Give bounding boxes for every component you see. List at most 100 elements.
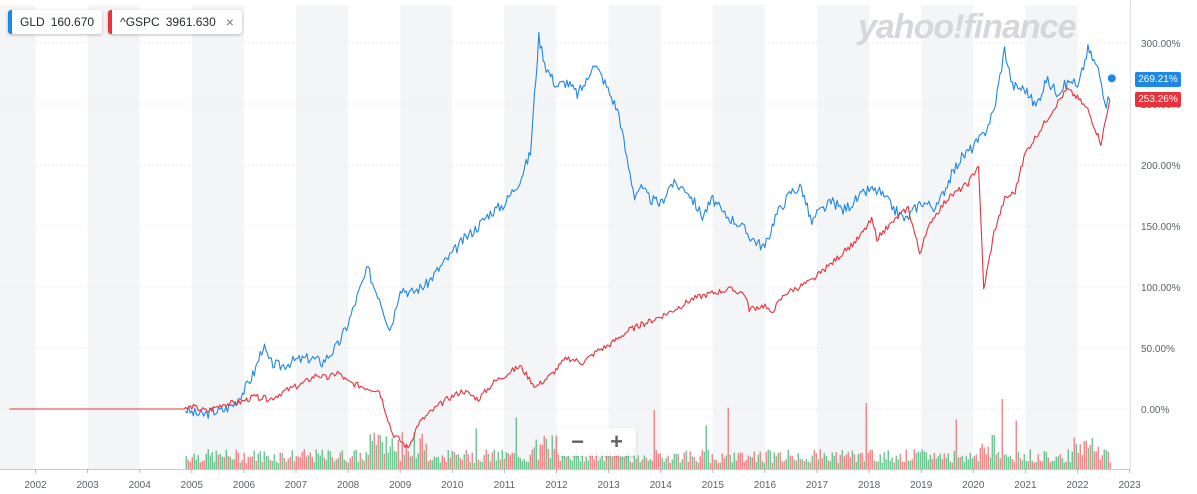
volume-bar [523, 459, 525, 469]
legend-gspc[interactable]: ^GSPC 3961.630 × [108, 10, 242, 34]
volume-bar [479, 461, 481, 469]
volume-bar [803, 460, 805, 469]
volume-bar [1091, 437, 1093, 469]
volume-bar [1023, 453, 1025, 469]
volume-bar [553, 449, 555, 469]
volume-bar [691, 456, 693, 469]
volume-bar [939, 453, 941, 469]
volume-bar [1099, 459, 1101, 469]
volume-bar [805, 459, 807, 469]
y-tick-label: 300.00% [1141, 39, 1181, 50]
volume-bar [1101, 455, 1103, 469]
volume-bar [821, 458, 823, 469]
y-tick-label: 0.00% [1141, 405, 1169, 416]
volume-bar [297, 456, 299, 469]
year-bands [0, 5, 1130, 469]
volume-bar [349, 458, 351, 469]
volume-bar [427, 461, 429, 469]
volume-bar [621, 456, 623, 469]
volume-bar [193, 453, 195, 469]
volume-bar [749, 456, 751, 469]
volume-bar [533, 447, 535, 469]
volume-bar [235, 449, 237, 469]
volume-bar [317, 453, 319, 469]
volume-bar [1051, 460, 1053, 469]
remove-comparison-close-icon[interactable]: × [225, 14, 234, 30]
volume-bar [969, 452, 971, 469]
volume-bar [337, 458, 339, 469]
volume-bar [655, 450, 657, 469]
volume-bar [981, 443, 983, 469]
volume-bar [1089, 444, 1091, 469]
volume-bar [929, 454, 931, 469]
volume-bar [989, 457, 991, 469]
volume-bar [415, 458, 417, 469]
volume-bar [719, 462, 721, 469]
volume-bar [545, 438, 547, 469]
gspc-color-swatch [108, 10, 113, 34]
volume-bar [669, 462, 671, 469]
volume-bar [503, 458, 505, 469]
volume-bar [913, 449, 915, 469]
volume-bar [707, 450, 709, 469]
volume-bar [685, 450, 687, 469]
volume-bar [907, 460, 909, 469]
volume-bar [343, 459, 345, 469]
volume-bar [227, 456, 229, 469]
zoom-out-button[interactable]: − [571, 429, 584, 454]
volume-bar [935, 458, 937, 469]
volume-bar [835, 451, 837, 469]
volume-bar [381, 441, 383, 469]
volume-bar [741, 452, 743, 469]
volume-bar [1015, 420, 1017, 469]
volume-bar [537, 459, 539, 469]
volume-bar [693, 457, 695, 469]
volume-bar [359, 452, 361, 469]
volume-bar [1025, 460, 1027, 469]
volume-bar [261, 461, 263, 469]
volume-bar [457, 454, 459, 469]
volume-bar [1073, 437, 1075, 469]
volume-bar [1027, 461, 1029, 469]
volume-bar [345, 461, 347, 469]
volume-bar [1009, 455, 1011, 469]
zoom-in-button[interactable]: + [610, 429, 623, 454]
volume-bar [569, 458, 571, 469]
y-tick-label: 50.00% [1141, 344, 1175, 355]
volume-bar [491, 452, 493, 469]
volume-bar [713, 459, 715, 469]
volume-bar [507, 453, 509, 469]
volume-bar [453, 451, 455, 469]
volume-bar [951, 462, 953, 469]
volume-bar [1087, 447, 1089, 469]
volume-bar [625, 452, 627, 469]
volume-bar [341, 450, 343, 469]
volume-bar [877, 461, 879, 469]
volume-bar [1011, 459, 1013, 469]
volume-bar [633, 449, 635, 469]
volume-bar [891, 457, 893, 469]
volume-bar [977, 461, 979, 469]
volume-bar [371, 441, 373, 469]
volume-bar [471, 452, 473, 469]
volume-bar [271, 461, 273, 469]
x-tick-label: 2019 [910, 480, 933, 491]
volume-bar [645, 457, 647, 469]
gspc-symbol: ^GSPC [120, 15, 160, 29]
volume-bar [321, 449, 323, 469]
legend-gld[interactable]: GLD 160.670 [8, 10, 103, 34]
volume-bar [815, 453, 817, 469]
volume-bar [493, 449, 495, 469]
year-band [921, 5, 974, 469]
gld-color-swatch [8, 10, 12, 34]
volume-bar [385, 436, 387, 469]
volume-bar [431, 460, 433, 469]
volume-bar [865, 403, 867, 469]
volume-bar [855, 461, 857, 469]
gspc-last-value-tag: 253.26% [1135, 92, 1181, 107]
volume-bar [387, 452, 389, 469]
volume-bar [1069, 462, 1071, 469]
volume-bar [407, 451, 409, 469]
volume-bar [901, 461, 903, 469]
